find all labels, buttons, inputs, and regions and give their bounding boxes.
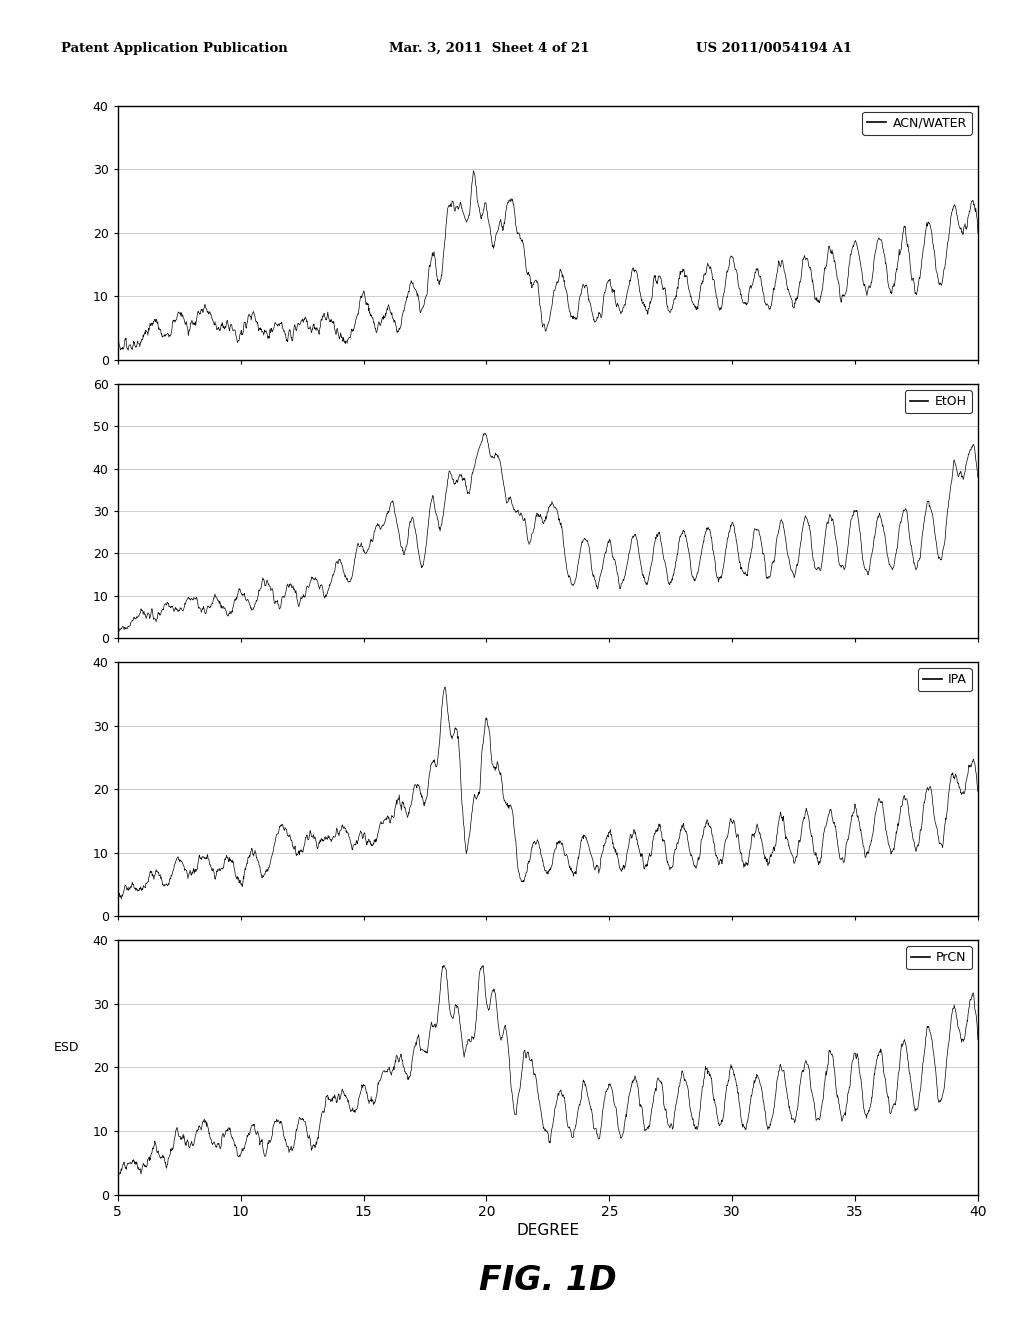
Text: ESD: ESD: [54, 1041, 79, 1055]
Legend: EtOH: EtOH: [904, 389, 972, 413]
Legend: ACN/WATER: ACN/WATER: [862, 112, 972, 135]
Legend: PrCN: PrCN: [906, 946, 972, 969]
Text: DEGREE: DEGREE: [516, 1222, 580, 1238]
Text: US 2011/0054194 A1: US 2011/0054194 A1: [696, 42, 852, 55]
Text: Patent Application Publication: Patent Application Publication: [61, 42, 288, 55]
Legend: IPA: IPA: [918, 668, 972, 692]
Text: FIG. 1D: FIG. 1D: [479, 1265, 616, 1296]
Text: Mar. 3, 2011  Sheet 4 of 21: Mar. 3, 2011 Sheet 4 of 21: [389, 42, 590, 55]
